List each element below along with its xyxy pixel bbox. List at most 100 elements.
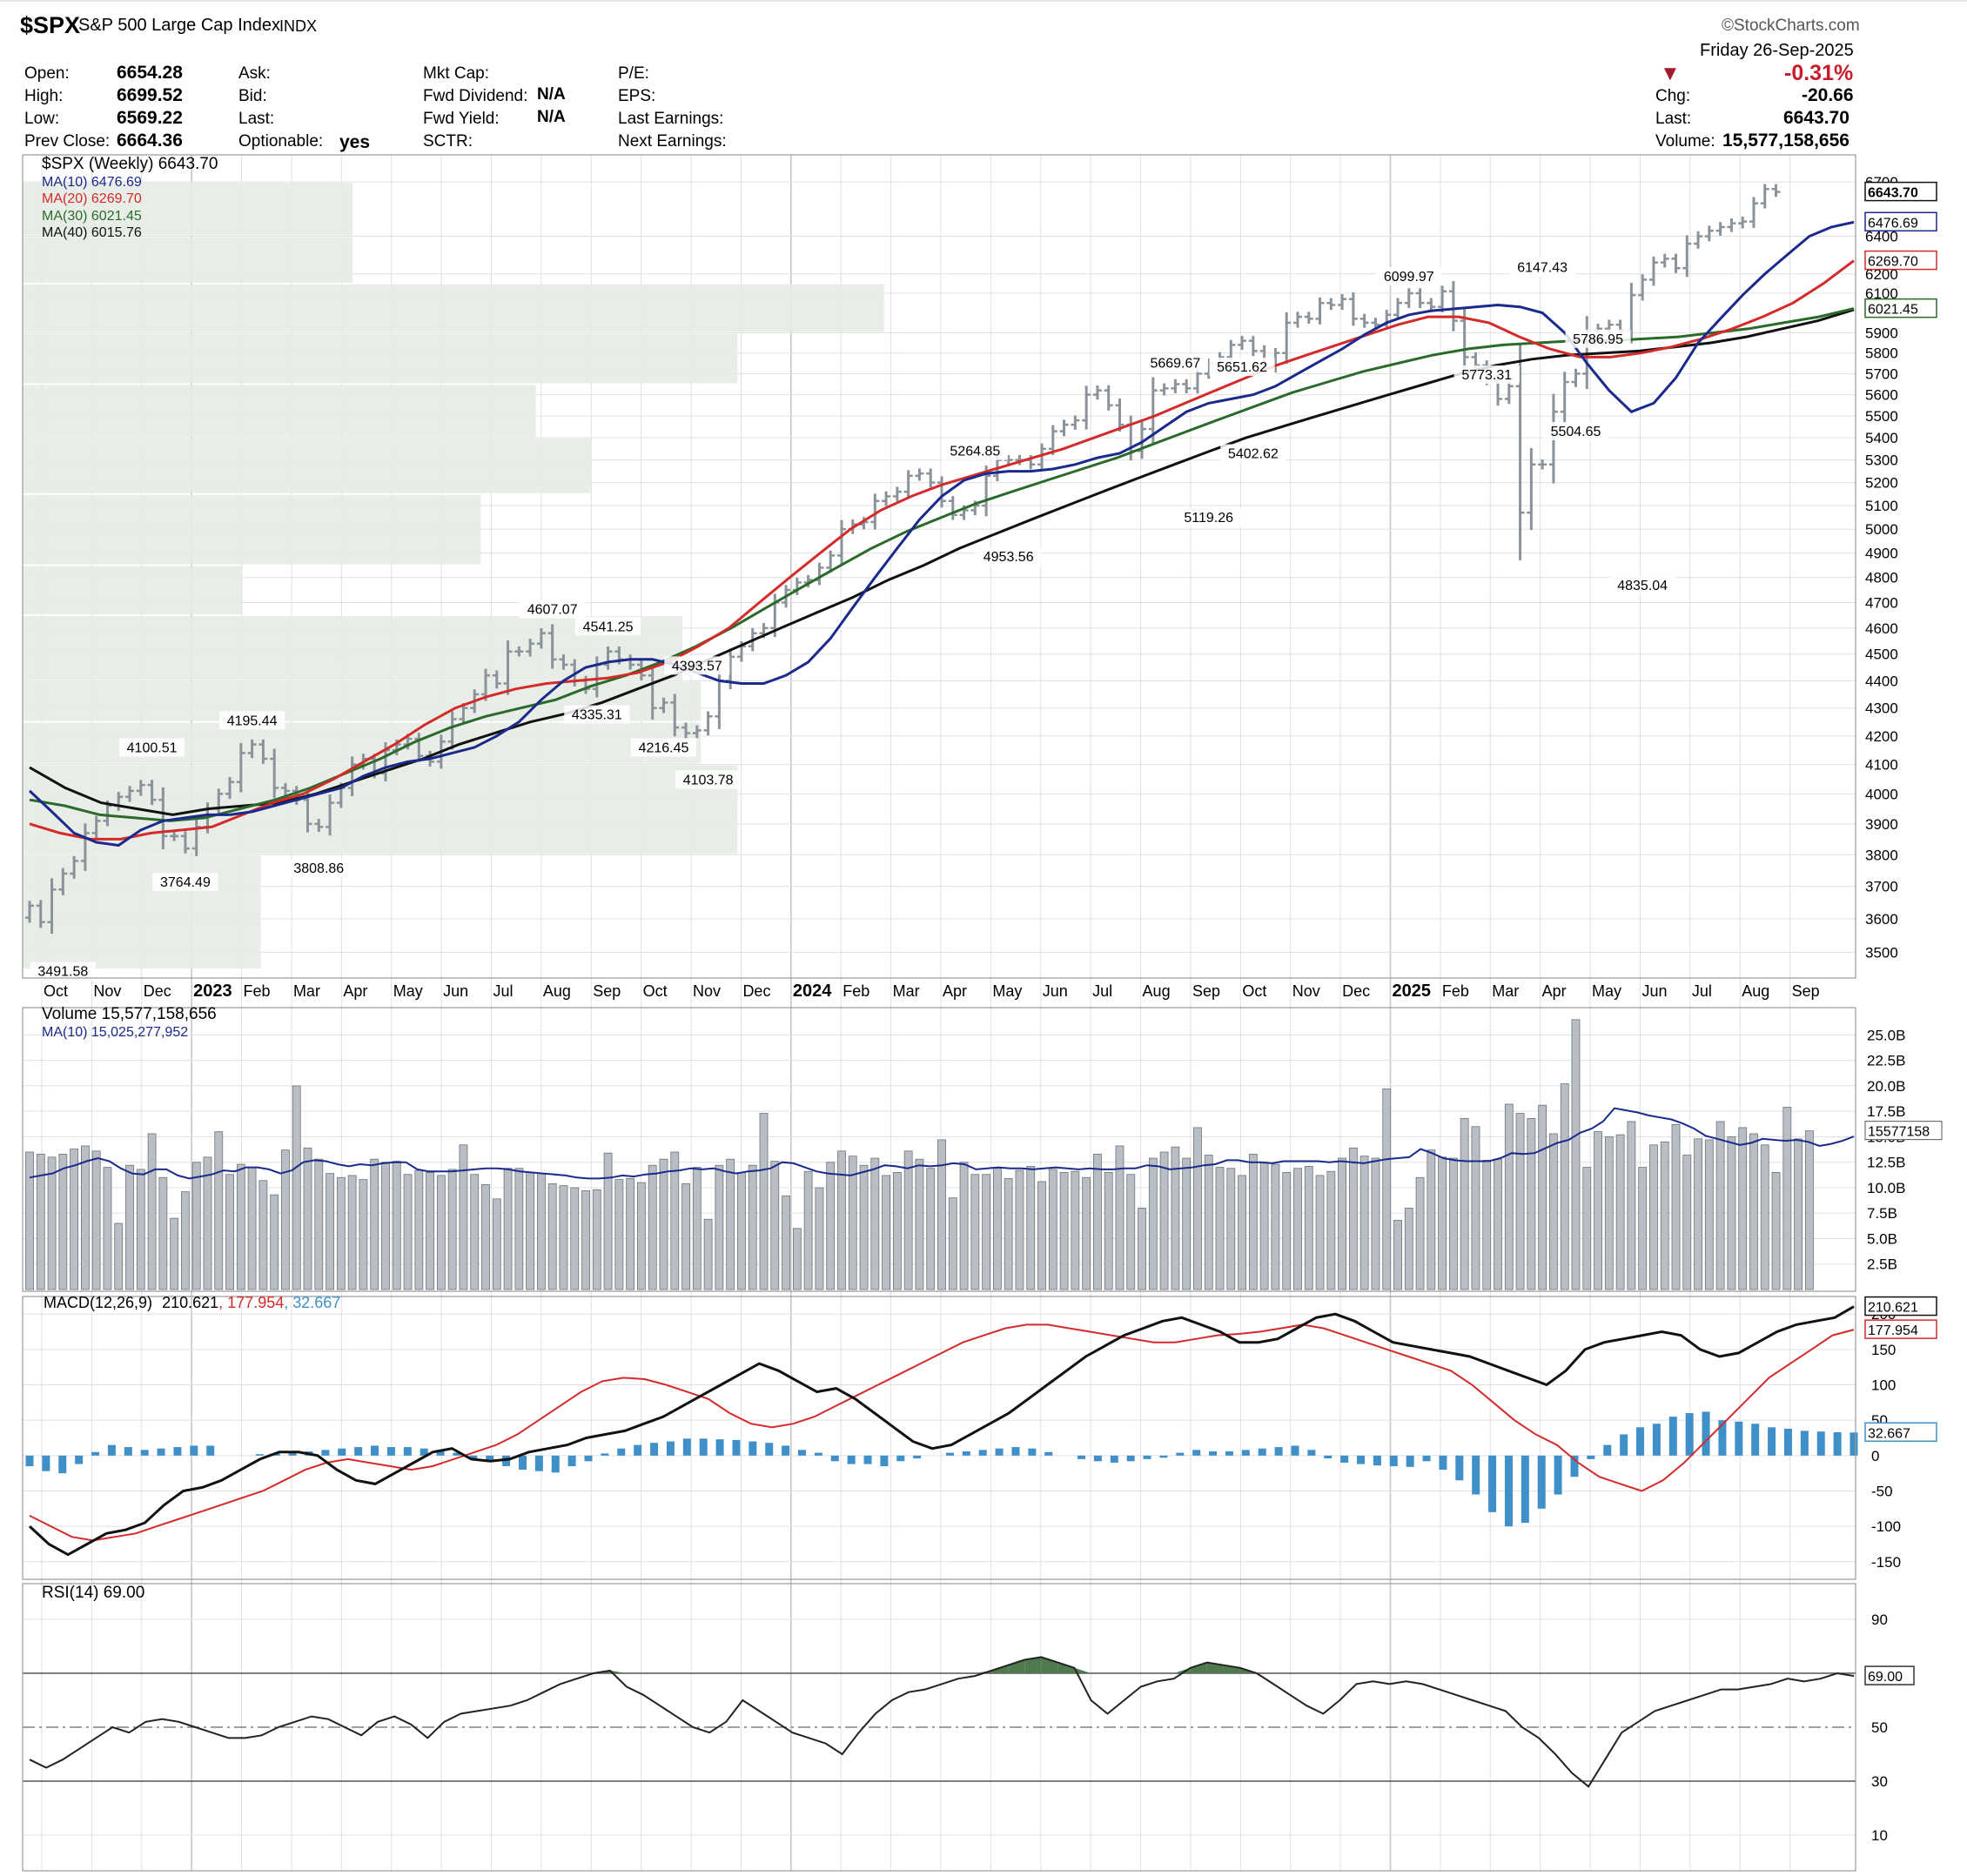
macd-value-tag-label: 177.954 [1868, 1323, 1918, 1338]
price-y-tick: 4700 [1865, 594, 1898, 611]
annotation-bg [664, 656, 730, 675]
macd-histogram-bar [830, 1455, 839, 1462]
macd-histogram-bar [1521, 1455, 1529, 1524]
macd-value-tag [1864, 1422, 1937, 1443]
volume-bar [959, 1162, 969, 1290]
macd-histogram-bar [1209, 1451, 1218, 1456]
macd-histogram-bar [1176, 1452, 1185, 1456]
macd-y-tick: 0 [1871, 1448, 1879, 1464]
price-y-tick: 3800 [1865, 847, 1898, 863]
volume-bar [1326, 1170, 1336, 1290]
price-y-tick: 6100 [1865, 285, 1898, 302]
price-y-tick: 5800 [1865, 345, 1898, 362]
vbp-bar [23, 566, 243, 615]
volume-bar [281, 1149, 290, 1290]
volume-bar [882, 1175, 890, 1290]
macd-histogram-bar [338, 1448, 346, 1456]
volume-bar [581, 1190, 590, 1290]
annotation-bg [520, 600, 586, 619]
pe-label: P/E: [618, 64, 649, 83]
volume-bar [1204, 1155, 1213, 1290]
macd-histogram-bar [1258, 1448, 1266, 1456]
x-axis-label: Jun [1043, 982, 1068, 1000]
volume-bar [570, 1187, 580, 1290]
macd-histogram-bar [1685, 1413, 1694, 1456]
x-axis-label: Sep [593, 982, 621, 1000]
price-annotation: 5402.62 [1228, 447, 1279, 462]
price-y-tick: 5600 [1865, 387, 1898, 404]
vbp-bar [23, 439, 591, 493]
volume-bar [1660, 1141, 1669, 1290]
rsi-overbought-fill [1173, 1667, 1191, 1673]
volume-bar [1694, 1138, 1702, 1290]
macd-y-tick: 150 [1871, 1342, 1896, 1358]
volume-y-tick: 22.5B [1867, 1053, 1905, 1069]
volume-ma-line [29, 1107, 1855, 1180]
macd-histogram-bar [601, 1453, 609, 1456]
volume-bar [626, 1178, 635, 1290]
exchange-label: INDX [279, 17, 318, 35]
price-y-tick: 3500 [1865, 944, 1898, 961]
x-axis-label: 2024 [793, 982, 832, 1001]
macd-histogram-bar [1783, 1428, 1792, 1456]
volume-bar [1026, 1165, 1036, 1290]
macd-histogram-bar [107, 1444, 116, 1456]
date-label: Friday 26-Sep-2025 [1700, 41, 1854, 60]
volume-bar [1382, 1089, 1392, 1290]
volume-bar [481, 1184, 490, 1290]
price-annotation: 5119.26 [1184, 511, 1233, 526]
macd-y-tick: 100 [1871, 1377, 1896, 1394]
volume-bar [547, 1183, 557, 1290]
ask-label: Ask: [238, 64, 271, 83]
macd-histogram-bar [42, 1455, 50, 1471]
price-y-tick: 5000 [1865, 521, 1898, 538]
price-value-tag-label: 6021.45 [1868, 303, 1918, 318]
macd-histogram-bar [75, 1455, 84, 1464]
volume-bar [1438, 1156, 1447, 1290]
volume-bar [1471, 1126, 1480, 1290]
annotation-bg [1376, 266, 1442, 285]
legends: $SPX (Weekly) 6643.70 MA(10) 6476.69 MA(… [42, 155, 340, 1602]
volume-bar [1560, 1083, 1569, 1290]
macd-histogram-bar [1652, 1424, 1661, 1456]
volume-bar [214, 1131, 224, 1290]
rsi-y-tick: 10 [1871, 1827, 1888, 1844]
macd-histogram-bar [650, 1443, 659, 1456]
volume-bar [1515, 1113, 1525, 1290]
price-annotation: 5669.67 [1150, 357, 1200, 372]
annotation-bg [942, 441, 1008, 460]
volume-bar [147, 1133, 157, 1290]
macd-histogram-bar [634, 1444, 642, 1456]
macd-histogram-bar [1028, 1448, 1037, 1456]
x-axis-label: Apr [343, 982, 367, 1000]
rsi-overbought-fill [1024, 1657, 1042, 1673]
macd-histogram-bar [1603, 1444, 1612, 1456]
price-annotation: 4541.25 [583, 620, 634, 634]
volume-bar [1015, 1169, 1024, 1290]
price-y-tick: 5900 [1865, 325, 1898, 341]
macd-histogram-bar [1159, 1455, 1168, 1458]
volume-bar [447, 1169, 457, 1290]
volume-bar [503, 1168, 513, 1290]
macd-legend: MACD(12,26,9) 210.621, 177.954, 32.667 [44, 1294, 340, 1311]
volume-value-tag-label: 15577158 [1868, 1125, 1930, 1140]
macd-histogram-bar [797, 1450, 806, 1456]
macd-histogram-bar [896, 1455, 905, 1462]
x-axis-label: Apr [943, 982, 967, 1000]
x-axis-label: May [393, 982, 423, 1000]
macd-histogram-bar [1850, 1432, 1858, 1456]
price-annotation: 6147.43 [1517, 260, 1568, 275]
annotation-bg [574, 617, 641, 636]
volume-y-tick: 17.5B [1867, 1103, 1905, 1120]
next-earnings-label: Next Earnings: [618, 132, 727, 151]
x-axis-label: Jul [1092, 982, 1112, 1000]
price-annotation: 4100.51 [127, 740, 178, 755]
sctr-label: SCTR: [423, 132, 473, 151]
macd-histogram-bar [1587, 1455, 1595, 1459]
macd-histogram-bar [1291, 1445, 1299, 1456]
volume-bar [1248, 1153, 1258, 1290]
volume-bar [559, 1185, 568, 1290]
vbp-bar [23, 237, 353, 283]
macd-histogram-bar [551, 1455, 560, 1473]
volume-bar [125, 1164, 134, 1290]
